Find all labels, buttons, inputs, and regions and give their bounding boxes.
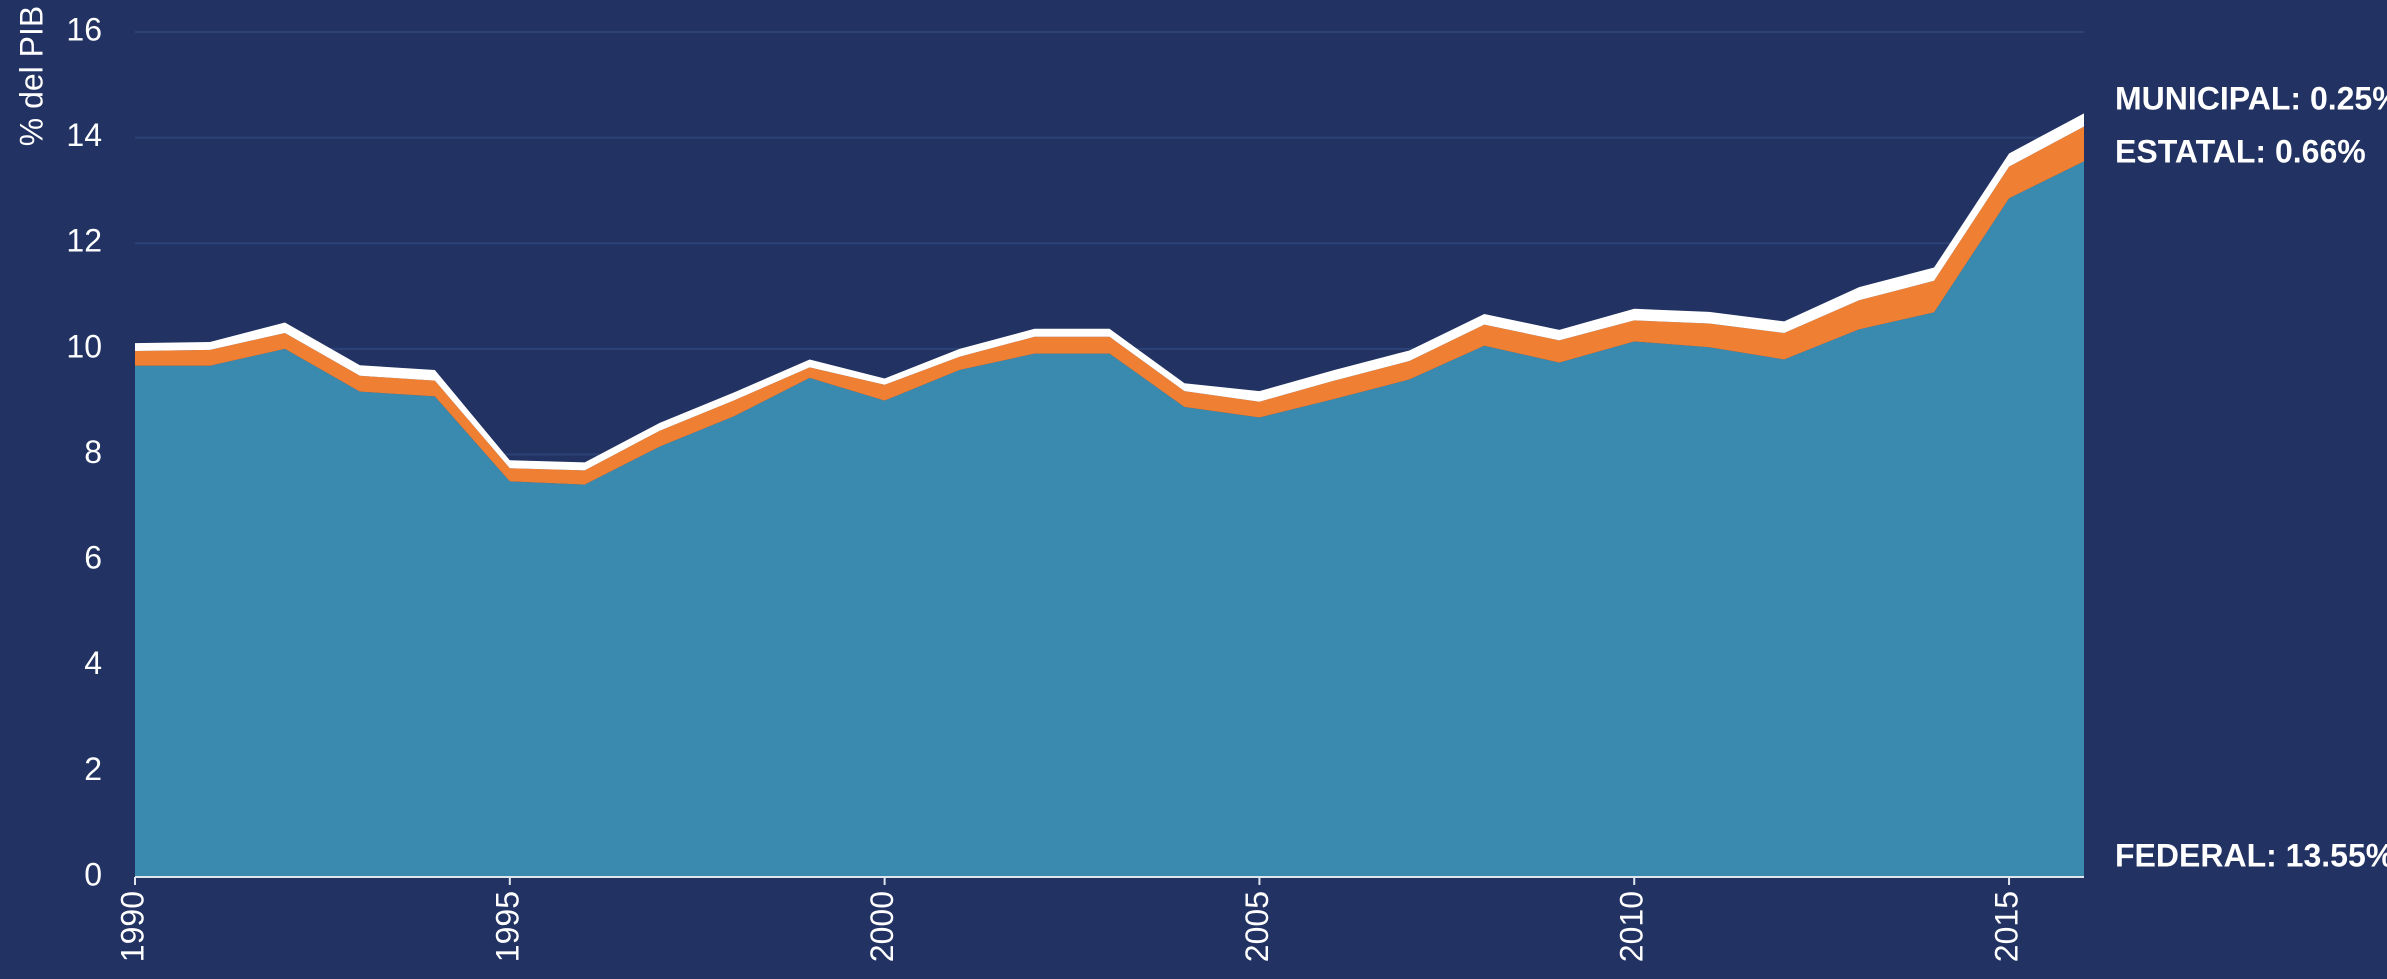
x-tick-label: 2000 xyxy=(864,891,900,962)
x-tick-label: 1995 xyxy=(489,891,525,962)
end-label: ESTATAL: 0.66% xyxy=(2115,133,2366,169)
x-tick-label: 2005 xyxy=(1239,891,1275,962)
y-tick-label: 10 xyxy=(66,328,102,364)
x-tick-label: 1990 xyxy=(114,891,150,962)
y-tick-label: 0 xyxy=(84,856,102,892)
y-tick-label: 14 xyxy=(66,117,102,153)
end-label: FEDERAL: 13.55% xyxy=(2115,837,2387,873)
y-tick-label: 12 xyxy=(66,223,102,259)
y-tick-label: 4 xyxy=(84,645,102,681)
y-tick-label: 8 xyxy=(84,434,102,470)
area xyxy=(135,161,2084,877)
y-tick-label: 6 xyxy=(84,540,102,576)
y-tick-label: 2 xyxy=(84,751,102,787)
y-tick-label: 16 xyxy=(66,11,102,47)
end-label: MUNICIPAL: 0.25% xyxy=(2115,80,2387,116)
x-tick-label: 2015 xyxy=(1988,891,2024,962)
y-axis-label: % del PIB xyxy=(13,6,49,147)
x-tick-label: 2010 xyxy=(1614,891,1650,962)
